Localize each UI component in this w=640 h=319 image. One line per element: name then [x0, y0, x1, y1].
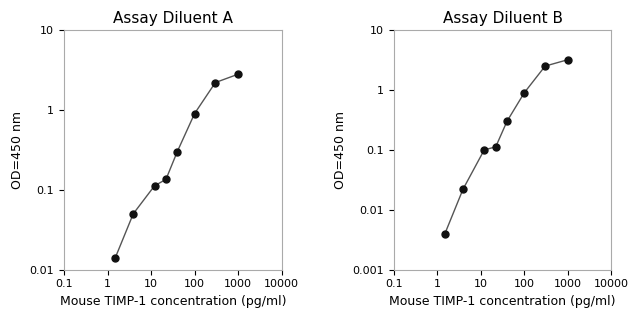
Title: Assay Diluent A: Assay Diluent A: [113, 11, 233, 26]
Title: Assay Diluent B: Assay Diluent B: [443, 11, 563, 26]
Y-axis label: OD=450 nm: OD=450 nm: [334, 111, 347, 189]
X-axis label: Mouse TIMP-1 concentration (pg/ml): Mouse TIMP-1 concentration (pg/ml): [389, 295, 616, 308]
Y-axis label: OD=450 nm: OD=450 nm: [11, 111, 24, 189]
X-axis label: Mouse TIMP-1 concentration (pg/ml): Mouse TIMP-1 concentration (pg/ml): [60, 295, 286, 308]
